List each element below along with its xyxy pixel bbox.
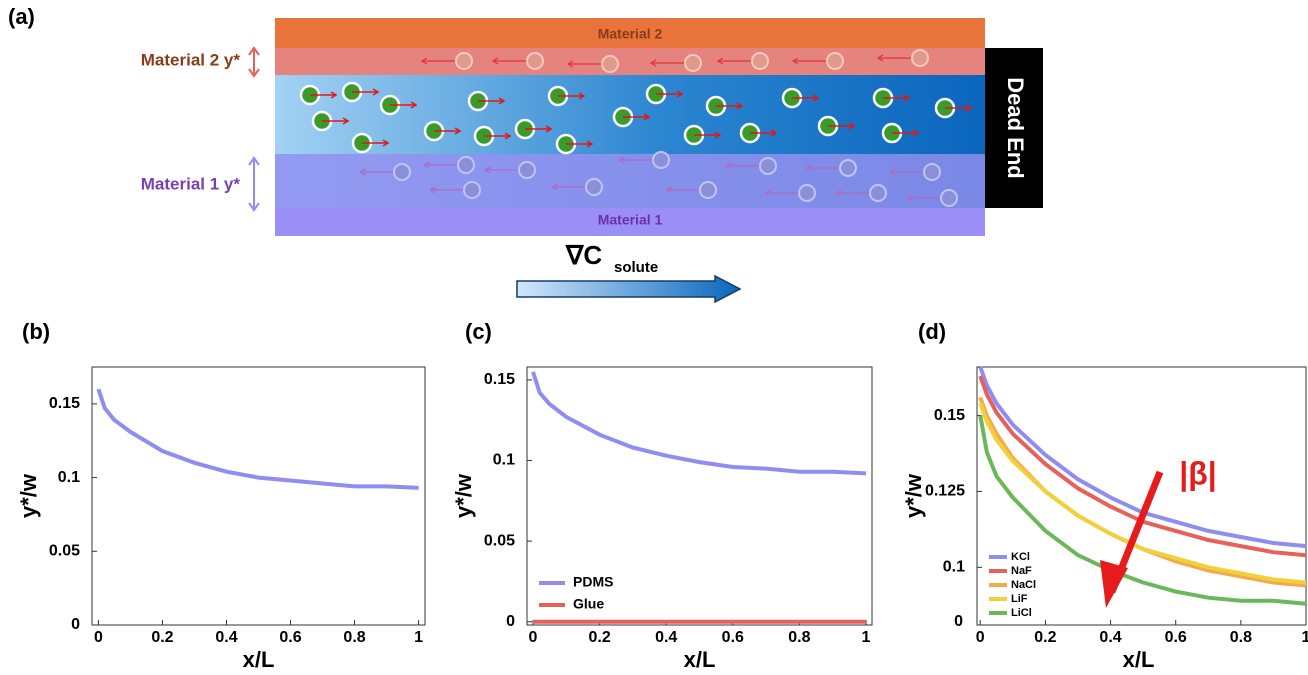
particle: [799, 185, 815, 201]
particle: [760, 158, 776, 174]
y-tick-label: 0: [506, 613, 515, 630]
y-tick-label: 0.15: [934, 407, 965, 424]
particle: [685, 55, 701, 71]
x-tick-label: 0: [529, 629, 538, 646]
y-axis-label: y*/w: [901, 473, 926, 518]
material-2-ystar-label: Material 2 y*: [141, 50, 241, 69]
y-tick-label: 0.125: [925, 483, 965, 500]
x-tick-label: 0.4: [655, 629, 677, 646]
particle: [653, 152, 669, 168]
x-tick-label: 0.2: [588, 629, 610, 646]
chart: (d) 0 0.2 0.4 0.6 0.8 1 0.1 0.125 0.15 0 x/L y*/w KCl…: [901, 319, 1308, 672]
plot-area: [92, 367, 425, 625]
panel-label: (d): [918, 319, 946, 344]
panel-label: (b): [22, 319, 50, 344]
double-arrow: [249, 158, 259, 210]
x-tick-label: 0: [94, 629, 103, 646]
dead-end-label: Dead End: [1003, 77, 1028, 178]
charts: (b) 0 0.2 0.4 0.6 0.8 1 0 0.05 0.1 0.15 x/L y*/w (c) 0…: [16, 319, 1308, 672]
x-axis-label: x/L: [1123, 647, 1155, 672]
legend-label: KCl: [1011, 551, 1030, 563]
gradient-subscript: solute: [614, 259, 658, 276]
particle: [924, 164, 940, 180]
particle: [519, 162, 535, 178]
gradient-label: ∇C: [565, 240, 602, 270]
particle: [602, 56, 618, 72]
particle: [456, 53, 472, 69]
gradient-arrow: [517, 276, 740, 302]
x-tick-label: 1: [862, 629, 871, 646]
panel-label: (a): [8, 4, 35, 29]
y-tick-label: 0: [71, 616, 80, 633]
x-tick-label: 0.6: [722, 629, 744, 646]
particle: [941, 190, 957, 206]
particle: [394, 164, 410, 180]
particle: [827, 53, 843, 69]
x-axis-label: x/L: [684, 647, 716, 672]
material-2-label: Material 2: [598, 26, 663, 42]
particle: [700, 182, 716, 198]
chart: (b) 0 0.2 0.4 0.6 0.8 1 0 0.05 0.1 0.15 x/L y*/w: [16, 319, 425, 672]
x-tick-label: 0.2: [151, 629, 173, 646]
y-tick-label: 0.15: [484, 371, 515, 388]
legend-label: NaCl: [1011, 579, 1036, 591]
legend-label: LiCl: [1011, 607, 1032, 619]
x-tick-label: 0.6: [279, 629, 301, 646]
material-1-label: Material 1: [598, 212, 663, 228]
y-tick-label: 0.05: [49, 543, 80, 560]
chart: (c) 0 0.2 0.4 0.6 0.8 1 0 0.05 0.1 0.15 x/L y*/w PDMS…: [451, 319, 872, 672]
y-tick-label: 0.1: [58, 469, 80, 486]
particle: [458, 157, 474, 173]
particle: [870, 185, 886, 201]
material-2-ystar-band: [275, 48, 985, 75]
particle: [586, 179, 602, 195]
x-tick-label: 0.6: [1165, 629, 1187, 646]
x-tick-label: 0.8: [1230, 629, 1252, 646]
x-tick-label: 1: [1302, 629, 1308, 646]
particle: [912, 50, 928, 66]
y-axis-label: y*/w: [16, 473, 41, 518]
y-tick-label: 0.15: [49, 395, 80, 412]
legend-label: LiF: [1011, 593, 1028, 605]
x-tick-label: 0: [976, 629, 985, 646]
x-tick-label: 1: [414, 629, 423, 646]
legend-label: PDMS: [573, 574, 613, 590]
x-tick-label: 0.2: [1034, 629, 1056, 646]
panel-label: (c): [465, 319, 492, 344]
y-tick-label: 0.05: [484, 532, 515, 549]
legend-label: Glue: [573, 596, 604, 612]
legend-label: NaF: [1011, 565, 1032, 577]
x-tick-label: 0.8: [788, 629, 810, 646]
annotation: |β|: [1179, 455, 1216, 491]
particle: [527, 53, 543, 69]
material-1-ystar-label: Material 1 y*: [141, 174, 241, 193]
y-tick-label: 0.1: [493, 452, 515, 469]
double-arrow: [249, 48, 259, 76]
particle: [464, 182, 480, 198]
y-axis-label: y*/w: [451, 473, 476, 518]
x-axis-label: x/L: [243, 647, 275, 672]
y-tick-label: 0.1: [943, 559, 965, 576]
x-tick-label: 0.8: [343, 629, 365, 646]
y-corner-label: 0: [954, 613, 963, 630]
figure: (a) Material 2 Material 1 Material 2 y* …: [0, 0, 1308, 675]
x-tick-label: 0.4: [1099, 629, 1121, 646]
x-tick-label: 0.4: [215, 629, 237, 646]
particle: [840, 160, 856, 176]
schematic: (a) Material 2 Material 1 Material 2 y* …: [8, 4, 1043, 302]
particle: [752, 53, 768, 69]
